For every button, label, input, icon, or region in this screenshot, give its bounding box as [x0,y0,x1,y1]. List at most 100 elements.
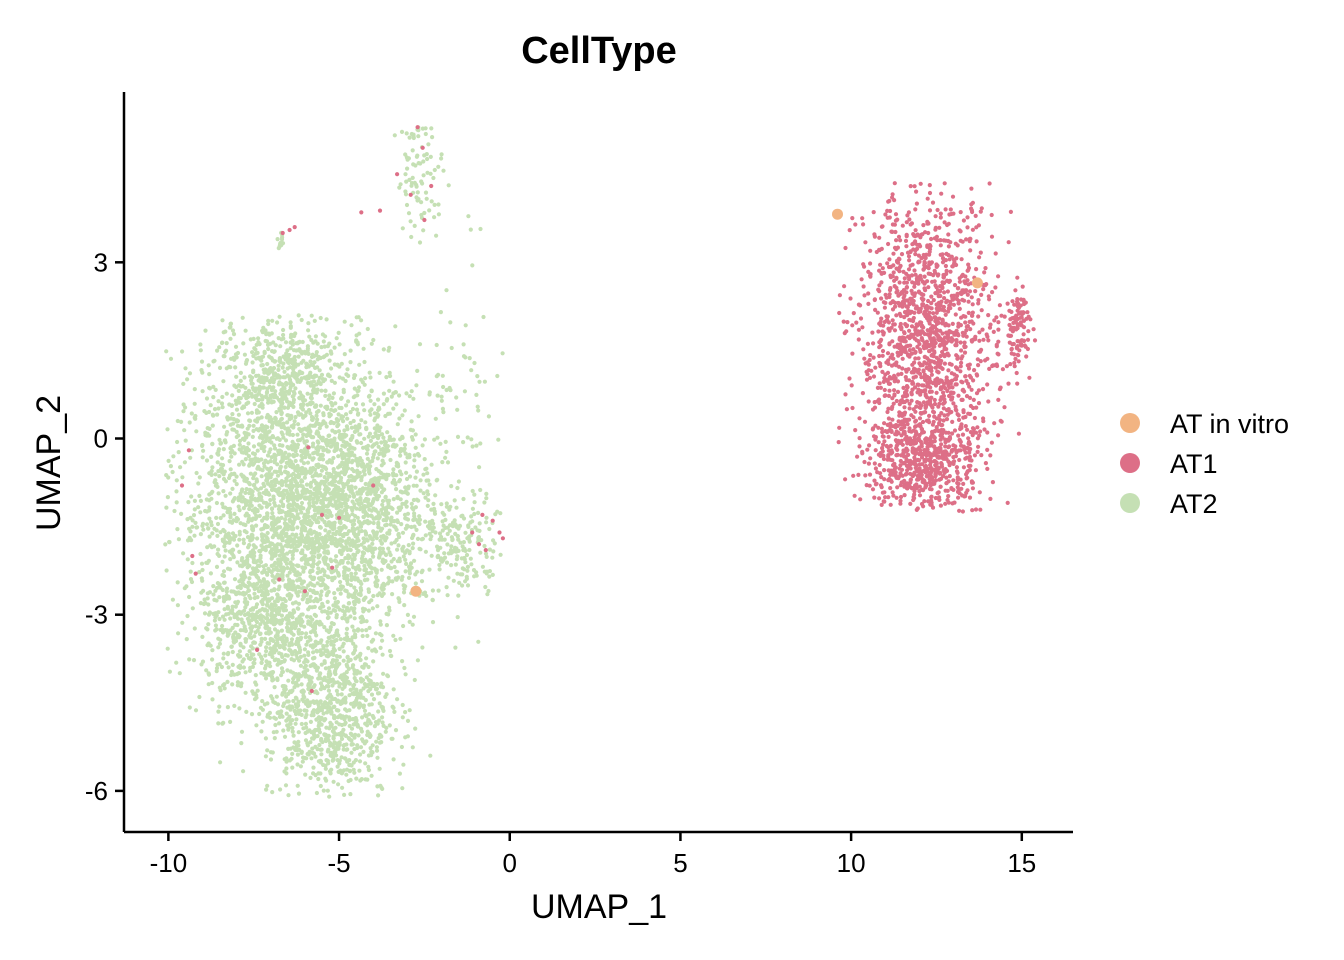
data-point [281,456,287,461]
data-point [289,657,294,662]
data-point [221,447,226,452]
data-point [252,640,258,645]
data-point [300,597,305,602]
data-point [251,652,256,657]
data-point [343,707,348,712]
data-point [229,644,234,649]
data-point [349,505,354,511]
data-point [260,518,265,523]
data-point [327,537,333,542]
data-point [376,793,381,798]
data-point [324,643,329,648]
data-point [293,458,298,464]
data-point [345,635,350,640]
data-point [310,736,315,741]
data-point [307,518,312,523]
data-point [391,442,396,447]
data-point [230,486,235,491]
data-point [225,705,230,710]
data-point [284,531,289,536]
data-point [365,729,370,734]
data-point [430,598,435,603]
data-point [179,511,184,516]
data-point [273,343,278,348]
data-point [369,773,374,778]
data-point [317,742,322,748]
data-point [189,448,194,453]
data-point [175,527,180,532]
data-point [307,749,312,754]
data-point [237,532,242,537]
data-point [214,613,219,618]
data-point [302,653,307,658]
data-point [246,588,251,594]
data-point [324,710,330,715]
data-point [363,721,368,726]
data-point [229,672,234,678]
data-point [391,379,396,384]
data-point [322,559,327,564]
data-point [259,527,264,532]
data-point [275,542,280,547]
data-point [419,537,424,542]
data-point [293,415,298,420]
data-point [216,645,221,650]
data-point [200,578,205,583]
data-point [288,746,293,751]
data-point [422,590,428,595]
data-point [426,492,431,497]
data-point [337,646,342,652]
data-point [261,481,266,486]
data-point [380,652,385,657]
data-point [270,486,275,491]
data-point [290,765,295,770]
data-point [364,619,369,624]
data-point [367,719,372,724]
data-point [216,491,221,496]
data-point [230,551,235,556]
data-point [368,398,373,403]
data-point [252,401,257,407]
data-point [271,399,276,404]
data-point [180,620,185,625]
data-point [211,384,216,389]
data-point [264,602,270,607]
data-point [171,454,176,459]
data-point [414,469,419,474]
data-point [407,474,413,479]
data-point [308,775,313,781]
data-point [225,566,231,571]
data-point [358,778,363,783]
data-point [391,471,396,476]
data-point [369,692,375,697]
data-point [352,616,357,621]
data-point [176,537,181,542]
data-point [253,613,258,618]
data-point [348,777,353,783]
data-point [446,575,451,580]
data-point [347,769,352,774]
data-point [286,699,291,704]
data-point [235,543,240,548]
data-point [314,485,319,490]
data-point [267,544,272,549]
data-point [321,788,326,793]
data-point [265,453,271,458]
data-point [272,460,277,465]
data-point [300,489,305,494]
data-point [260,657,265,662]
data-point [300,551,305,556]
data-point [369,749,374,755]
data-point [361,705,366,710]
data-point [182,586,187,591]
data-point [340,443,345,448]
data-point [265,476,270,481]
data-point [223,628,228,633]
data-point [247,613,252,618]
data-point [310,546,315,551]
data-point [349,323,354,328]
data-point [391,633,396,638]
data-point [305,597,310,602]
data-point [250,646,255,651]
